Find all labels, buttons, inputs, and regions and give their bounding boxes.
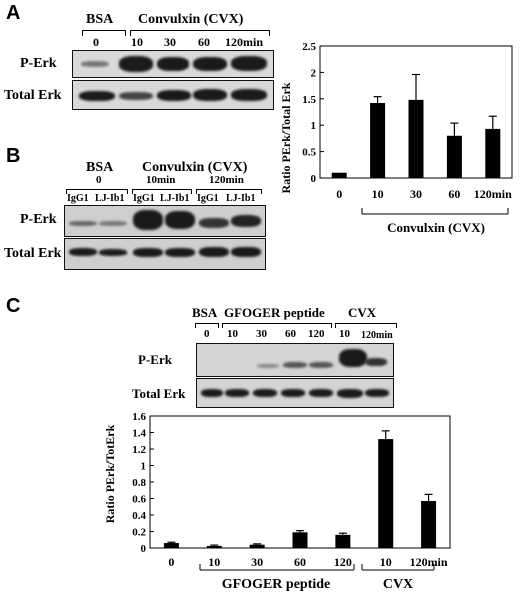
blot-b-time-1: 10min [146,174,176,186]
chart-a-bar [331,172,347,178]
chart-a-ytick-label: 1.5 [302,94,316,106]
chart-a-bar [446,135,462,178]
chart-a-category-label: 30 [410,187,422,201]
chart-a-ytick-label: 0 [311,173,317,185]
chart-c-bar [378,439,394,548]
blot-a-bsa-label: BSA [86,12,114,27]
blot-a-lane-0: 0 [93,35,99,49]
chart-a: Ratio PErk/Total Erk 0 0.5 1 1.5 2 2.5 0 10 30 60… [279,42,513,235]
chart-c-ytick-label: 0 [141,543,147,555]
blot-b-ab-3: LJ-Ib1 [160,193,190,204]
blot-a-perk-strip [72,50,274,78]
blot-b-bsa-label: BSA [86,160,114,175]
blot-b-ab-4: IgG1 [197,193,219,204]
chart-c-ytick-label: 0.4 [132,510,146,522]
blot-c-lane-0: 0 [204,328,210,340]
blot-b-ab-5: LJ-Ib1 [226,193,256,204]
chart-a-ytick-label: 2.5 [302,42,316,53]
chart-c-ytick-label: 1.6 [132,412,146,423]
chart-a-ylabel: Ratio PErk/Total Erk [279,82,293,193]
blot-b-cvx-label: Convulxin (CVX) [142,160,248,175]
blot-c-lane-6: 120min [361,330,393,341]
blot-c-perk-strip [196,343,394,377]
blot-b-time-0: 0 [96,174,102,186]
chart-c-category-label: 0 [168,555,174,569]
chart-a-ytick-label: 0.5 [302,147,316,159]
chart-c-ytick-label: 0.2 [132,527,146,539]
chart-c-bar [335,534,351,548]
blot-c-gfoger-label: GFOGER peptide [224,305,325,320]
blot-c-total-strip [196,378,394,408]
chart-a-category-label: 60 [448,187,460,201]
blot-c-lane-4: 120 [308,328,325,340]
chart-a-group-label: Convulxin (CVX) [387,220,485,235]
blot-b-total-strip [64,238,266,270]
blot-a-cvx-label: Convulxin (CVX) [138,12,244,27]
blot-c-bsa-label: BSA [192,305,218,320]
blot-a-total-label: Total Erk [4,88,62,103]
chart-a-bar [370,103,386,178]
chart-c-group-label-0: GFOGER peptide [222,577,331,592]
blot-c-lane-2: 30 [256,328,267,340]
chart-c: Ratio PErk/TotErk 0 0.2 0.4 0.6 0.8 1 1.2 1.4 1.… [104,412,451,592]
chart-a-category-label: 120min [474,187,512,201]
chart-c-category-label: 120 [334,555,352,569]
chart-c-ytick-label: 1.2 [132,444,146,456]
blot-a-lane-4: 120min [225,35,264,49]
chart-a-ytick-label: 1 [311,120,317,132]
blot-c-total-label: Total Erk [132,386,186,401]
blot-a-lane-3: 60 [198,35,210,49]
chart-c-category-label: 10 [380,555,392,569]
chart-c-group-label-1: CVX [383,577,413,592]
blot-c-perk-label: P-Erk [138,352,172,367]
blot-c-lane-3: 60 [285,328,296,340]
blot-b-ab-2: IgG1 [133,193,155,204]
blot-c-cvx-label: CVX [348,305,377,320]
panel-letter-a: A [6,2,21,24]
chart-c-ylabel: Ratio PErk/TotErk [104,424,117,523]
chart-c-ytick-label: 1 [141,461,147,473]
chart-c-category-label: 120min [410,555,448,569]
blot-b-time-2: 120min [209,174,244,186]
chart-c-ytick-label: 0.6 [132,494,146,506]
chart-a-category-label: 10 [372,187,384,201]
blot-b-perk-label: P-Erk [20,212,57,227]
chart-c-plot-frame [149,415,451,549]
panel-letter-c: C [6,295,21,317]
blot-b-ab-1: LJ-Ib1 [95,193,125,204]
blot-a-perk-label: P-Erk [20,56,57,71]
chart-a-ytick-label: 2 [311,67,317,79]
chart-c-category-label: 10 [208,555,220,569]
chart-c-ytick-label: 0.8 [132,477,146,489]
chart-c-bar [206,545,222,548]
blot-a-lane-2: 30 [164,35,176,49]
blot-c-lane-1: 10 [227,328,238,340]
blot-a-total-strip [72,80,274,110]
chart-c-ytick-label: 1.4 [132,428,146,440]
chart-c-category-label: 60 [294,555,306,569]
chart-c-bar [249,544,265,548]
chart-a-bar [408,99,424,178]
chart-a-bar [485,128,501,178]
blot-c-lane-5: 10 [339,328,350,340]
chart-c-bar [163,543,179,548]
blot-b-total-label: Total Erk [4,246,62,261]
panel-letter-b: B [6,145,21,167]
blot-b-perk-strip [64,205,266,237]
chart-c-bar [292,532,308,548]
blot-a-lane-1: 10 [131,35,143,49]
chart-c-category-label: 30 [251,555,263,569]
chart-a-category-label: 0 [336,187,342,201]
blot-b-ab-0: IgG1 [67,193,89,204]
chart-c-bar [421,500,437,548]
